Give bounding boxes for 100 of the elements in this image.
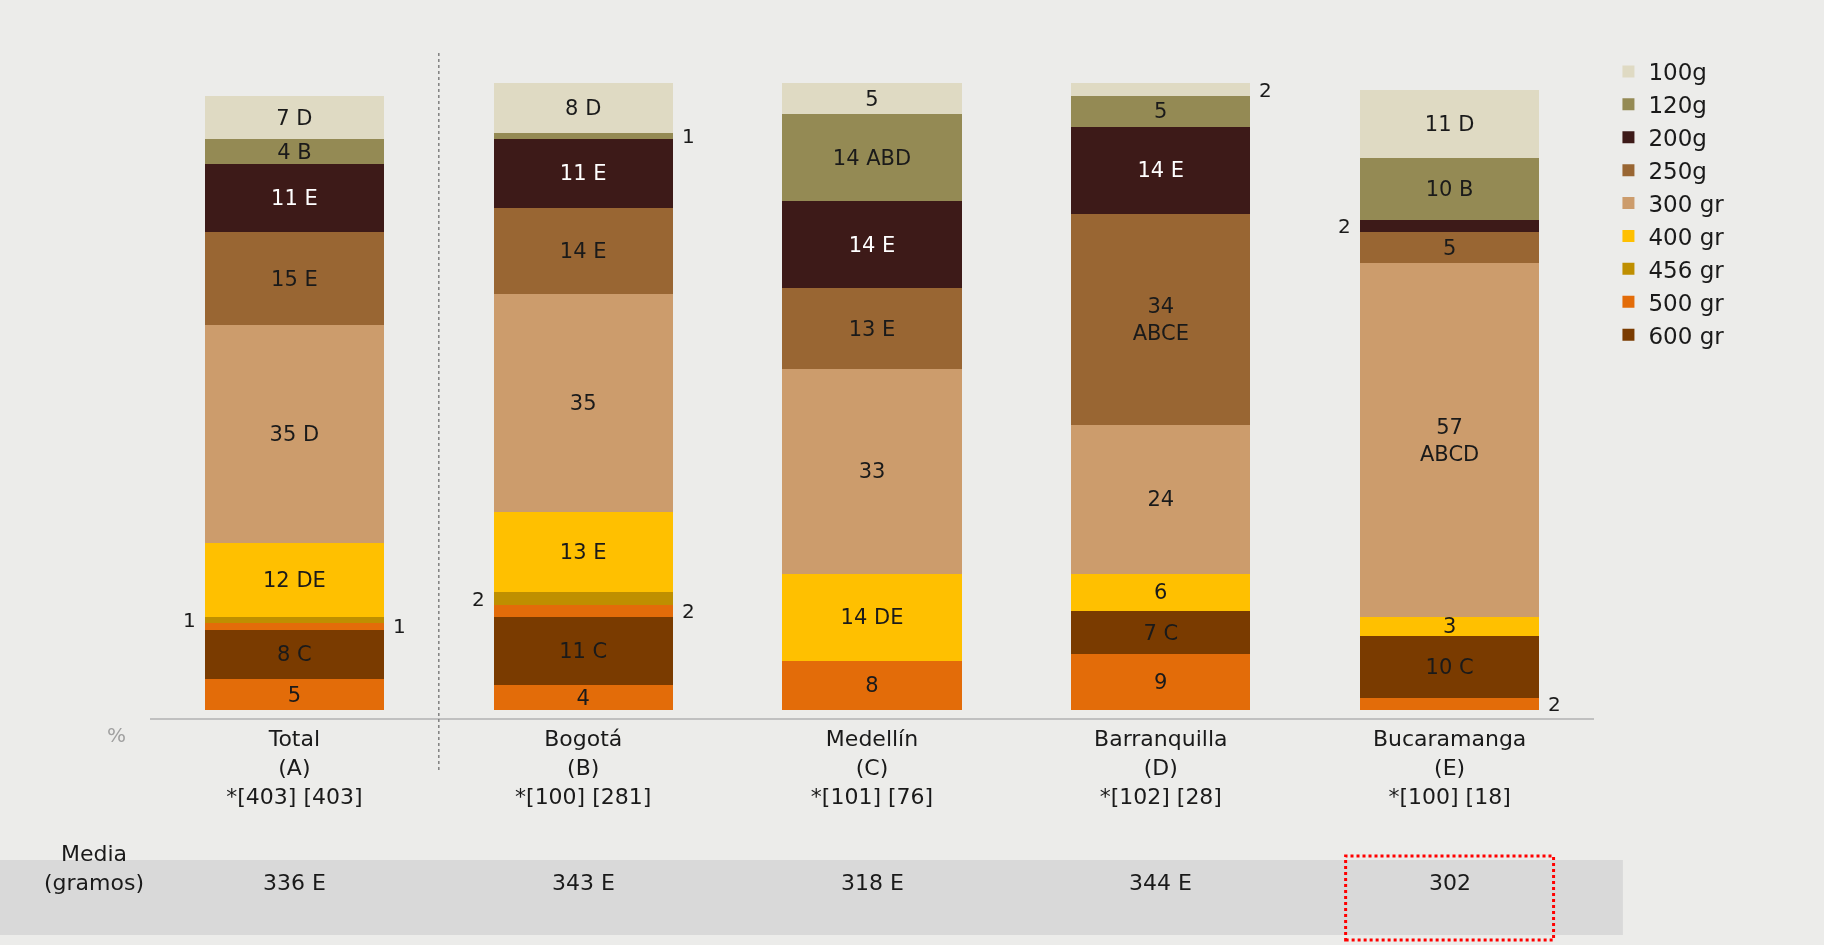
bar [204,139,384,165]
legend-label: 300 gr [1648,191,1725,218]
x-tick-label: Bogotá (B) *[100] [281] [515,726,652,809]
data-label: 5 [287,682,302,707]
bar [204,542,384,618]
data-label: 4 B [277,139,312,164]
data-label: 7 D [276,105,313,130]
data-label: 11 D [1424,111,1475,136]
data-label: 8 C [277,642,312,667]
bar [1071,83,1251,96]
data-label: 7 C [1143,620,1179,645]
data-label: 12 DE [262,567,326,592]
data-label: 4 [576,685,590,710]
data-label: 2 [1259,78,1272,102]
legend-label: 120g [1648,92,1707,119]
bar [782,201,962,289]
bar [493,83,673,134]
bar [493,511,673,593]
bar [204,325,384,543]
data-label: 2 [1338,214,1351,238]
text: 302 [1429,870,1471,895]
data-label: 11 E [271,186,318,211]
bar [1071,95,1251,127]
data-label: 14 E [1137,158,1185,183]
bar [204,95,384,140]
legend-label: 600 gr [1648,322,1725,349]
data-label: 10 C [1425,654,1474,679]
data-label: 1 [393,614,406,638]
data-label: 5 [865,86,879,111]
bar [493,207,673,295]
text: 344 E [1129,870,1192,895]
bar [493,685,673,711]
text: 343 E [552,870,615,895]
legend-label: 456 gr [1648,256,1725,283]
bar [204,232,384,326]
data-label: 8 D [565,96,602,121]
bar [1360,697,1540,711]
bar [493,133,673,140]
data-label: 33 [858,459,886,484]
bar [204,679,384,711]
data-label: 24 [1147,487,1175,512]
data-label: 14 ABD [832,145,912,170]
data-label: 2 [472,587,485,611]
data-label: 13 E [559,539,607,564]
bar [1071,573,1251,611]
text: Media (gramos) [44,841,145,895]
bar [1360,232,1540,264]
bar [1360,157,1540,220]
bar [782,573,962,661]
bar [1071,126,1251,214]
legend-label: 200g [1648,125,1707,152]
bar [782,288,962,369]
legend-label: 250g [1648,158,1707,185]
x-tick-label: Medellín (C) *[101] [76] [810,726,934,809]
data-label: 34 ABCE [1132,293,1189,345]
data-label: 9 [1154,670,1168,695]
x-tick-label: Total (A) *[403] [403] [226,726,363,809]
data-label: 1 [682,124,695,148]
data-label: 3 [1442,614,1457,639]
bar [782,660,962,711]
bar [204,164,384,233]
data-label: 8 [865,673,879,698]
bar [204,629,384,680]
bar [782,83,962,115]
data-label: 5 [1442,235,1457,260]
bar [1071,610,1251,655]
bar [1360,635,1540,698]
bar [204,623,384,630]
data-label: 11 E [559,161,607,186]
data-label: 14 E [848,232,896,257]
data-label: 35 D [269,422,320,447]
data-label: 57 ABCD [1419,414,1480,466]
bar [493,294,673,512]
data-label: 2 [682,599,695,623]
y-axis-title: % [107,723,127,747]
bar [782,368,962,574]
legend-label: 500 gr [1648,289,1725,316]
data-label: 14 E [559,238,607,263]
bar [493,592,673,605]
bar [1071,424,1251,574]
bar [1071,654,1251,711]
legend-label: 100g [1648,59,1707,86]
data-label: 6 [1154,580,1168,605]
bar [1071,213,1251,425]
data-label: 35 [569,391,597,416]
data-label: 11 C [559,639,608,664]
bar [204,617,384,624]
text: 318 E [841,870,904,895]
legend-label: 400 gr [1648,223,1725,250]
x-tick-label: Bucaramanga (E) *[100] [18] [1372,726,1527,809]
bar [782,114,962,202]
bar [1360,89,1540,158]
bar [493,139,673,208]
data-label: 14 DE [840,605,904,630]
data-label: 15 E [271,266,318,291]
text: 336 E [263,870,326,895]
data-label: 1 [183,608,196,632]
bar [493,604,673,618]
bar [1360,219,1540,233]
data-label: 5 [1154,99,1168,124]
